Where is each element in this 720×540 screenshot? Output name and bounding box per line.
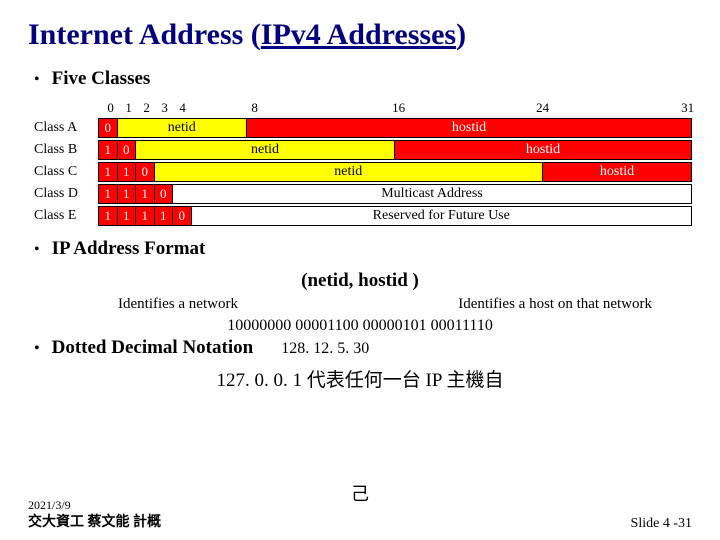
title-prefix: Internet Address ( <box>28 18 261 51</box>
address-segment: hostid <box>543 163 691 181</box>
address-segment: 1 <box>118 163 137 181</box>
address-segment: Reserved for Future Use <box>192 207 691 225</box>
address-segment: 1 <box>99 185 118 203</box>
bit-scale-label: 1 <box>125 100 132 116</box>
loopback-note-suffix: 己 <box>351 480 369 506</box>
class-row-label: Class C <box>34 162 98 182</box>
bullet-five-classes-label: Five Classes <box>52 68 151 90</box>
bit-scale-label: 24 <box>536 100 549 116</box>
class-row: Class A0netidhostid <box>34 118 692 138</box>
class-address-bar: 10netidhostid <box>98 140 692 160</box>
identifies-line: Identifies a network Identifies a host o… <box>28 296 692 313</box>
address-segment: 0 <box>173 207 192 225</box>
class-row: Class B10netidhostid <box>34 140 692 160</box>
bit-scale-label: 3 <box>161 100 168 116</box>
bit-scale-label: 31 <box>681 100 694 116</box>
address-segment: hostid <box>395 141 691 159</box>
address-segment: 1 <box>118 185 137 203</box>
bullet-dot-icon: • <box>34 71 40 89</box>
address-segment: 0 <box>155 185 174 203</box>
address-class-diagram: 012348162431 Class A0netidhostidClass B1… <box>34 100 692 226</box>
address-segment: 1 <box>155 207 174 225</box>
address-segment: 1 <box>99 207 118 225</box>
address-segment: 1 <box>118 207 137 225</box>
address-segment: 0 <box>118 141 137 159</box>
format-tuple: (netid, hostid ) <box>28 270 692 292</box>
bit-scale-label: 8 <box>251 100 258 116</box>
class-row-label: Class A <box>34 118 98 138</box>
address-segment: 1 <box>136 185 155 203</box>
address-segment: 1 <box>136 207 155 225</box>
address-segment: Multicast Address <box>173 185 691 203</box>
bullet-ip-format: • IP Address Format <box>34 238 692 260</box>
address-segment: 0 <box>99 119 118 137</box>
bullet-dot-icon: • <box>34 241 40 259</box>
address-segment: 1 <box>99 141 118 159</box>
bullet-ip-format-label: IP Address Format <box>52 238 206 260</box>
address-segment: netid <box>136 141 395 159</box>
class-row-label: Class D <box>34 184 98 204</box>
class-row-label: Class B <box>34 140 98 160</box>
class-row-label: Class E <box>34 206 98 226</box>
bit-scale-label: 0 <box>107 100 114 116</box>
slide-footer: 2021/3/9 交大資工 蔡文能 計概 己 Slide 4 -31 <box>0 498 720 532</box>
bullet-dotted-label: Dotted Decimal Notation <box>52 337 254 359</box>
address-segment: netid <box>155 163 544 181</box>
address-segment: netid <box>118 119 248 137</box>
footer-date: 2021/3/9 <box>28 498 161 514</box>
class-address-bar: 1110Multicast Address <box>98 184 692 204</box>
identifies-network: Identifies a network <box>118 296 238 313</box>
class-row: Class E11110Reserved for Future Use <box>34 206 692 226</box>
class-address-bar: 11110Reserved for Future Use <box>98 206 692 226</box>
class-row: Class C110netidhostid <box>34 162 692 182</box>
bit-scale-label: 16 <box>392 100 405 116</box>
class-address-bar: 0netidhostid <box>98 118 692 138</box>
class-row: Class D1110Multicast Address <box>34 184 692 204</box>
bullet-five-classes: • Five Classes <box>34 68 692 90</box>
bullet-dotted-notation: • Dotted Decimal Notation 128. 12. 5. 30 <box>28 337 692 359</box>
page-title: Internet Address (IPv4 Addresses) <box>28 18 692 52</box>
address-segment: 1 <box>99 163 118 181</box>
bit-scale: 01234 8 16 24 31 <box>102 100 692 116</box>
title-suffix: ) <box>456 18 466 51</box>
bit-scale-label: 4 <box>179 100 186 116</box>
footer-org: 交大資工 蔡文能 計概 <box>28 514 161 532</box>
class-address-bar: 110netidhostid <box>98 162 692 182</box>
bit-scale-row: 01234 8 16 24 31 <box>34 100 692 116</box>
loopback-note: 127. 0. 0. 1 代表任何一台 IP 主機自 <box>28 365 692 392</box>
identifies-host: Identifies a host on that network <box>458 296 652 313</box>
dotted-example-ip: 128. 12. 5. 30 <box>281 340 369 358</box>
bit-scale-label: 2 <box>143 100 150 116</box>
footer-slide-number: Slide 4 -31 <box>631 516 692 532</box>
address-segment: hostid <box>247 119 691 137</box>
bullet-dot-icon: • <box>34 340 40 358</box>
address-segment: 0 <box>136 163 155 181</box>
title-underlined: IPv4 Addresses <box>261 18 456 51</box>
binary-example: 10000000 00001100 00000101 00011110 <box>28 317 692 335</box>
